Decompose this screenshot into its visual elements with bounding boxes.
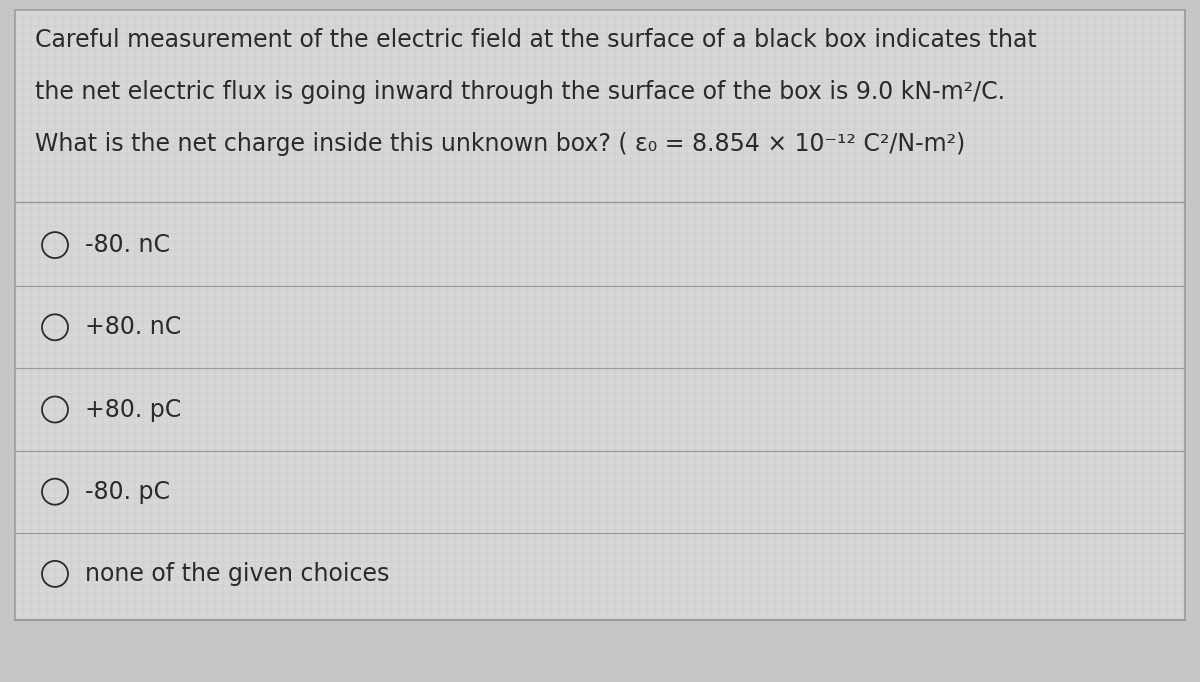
Text: Careful measurement of the electric field at the surface of a black box indicate: Careful measurement of the electric fiel…: [35, 28, 1037, 52]
Text: -80. nC: -80. nC: [85, 233, 170, 257]
Bar: [14, 10, 1186, 620]
Text: What is the net charge inside this unknown box? ( ε₀ = 8.854 × 10⁻¹² C²/N-m²): What is the net charge inside this unkno…: [35, 132, 965, 156]
Text: +80. nC: +80. nC: [85, 315, 181, 340]
Text: -80. pC: -80. pC: [85, 479, 170, 504]
Text: none of the given choices: none of the given choices: [85, 562, 389, 586]
Text: +80. pC: +80. pC: [85, 398, 181, 421]
Text: the net electric flux is going inward through the surface of the box is 9.0 kN-m: the net electric flux is going inward th…: [35, 80, 1006, 104]
